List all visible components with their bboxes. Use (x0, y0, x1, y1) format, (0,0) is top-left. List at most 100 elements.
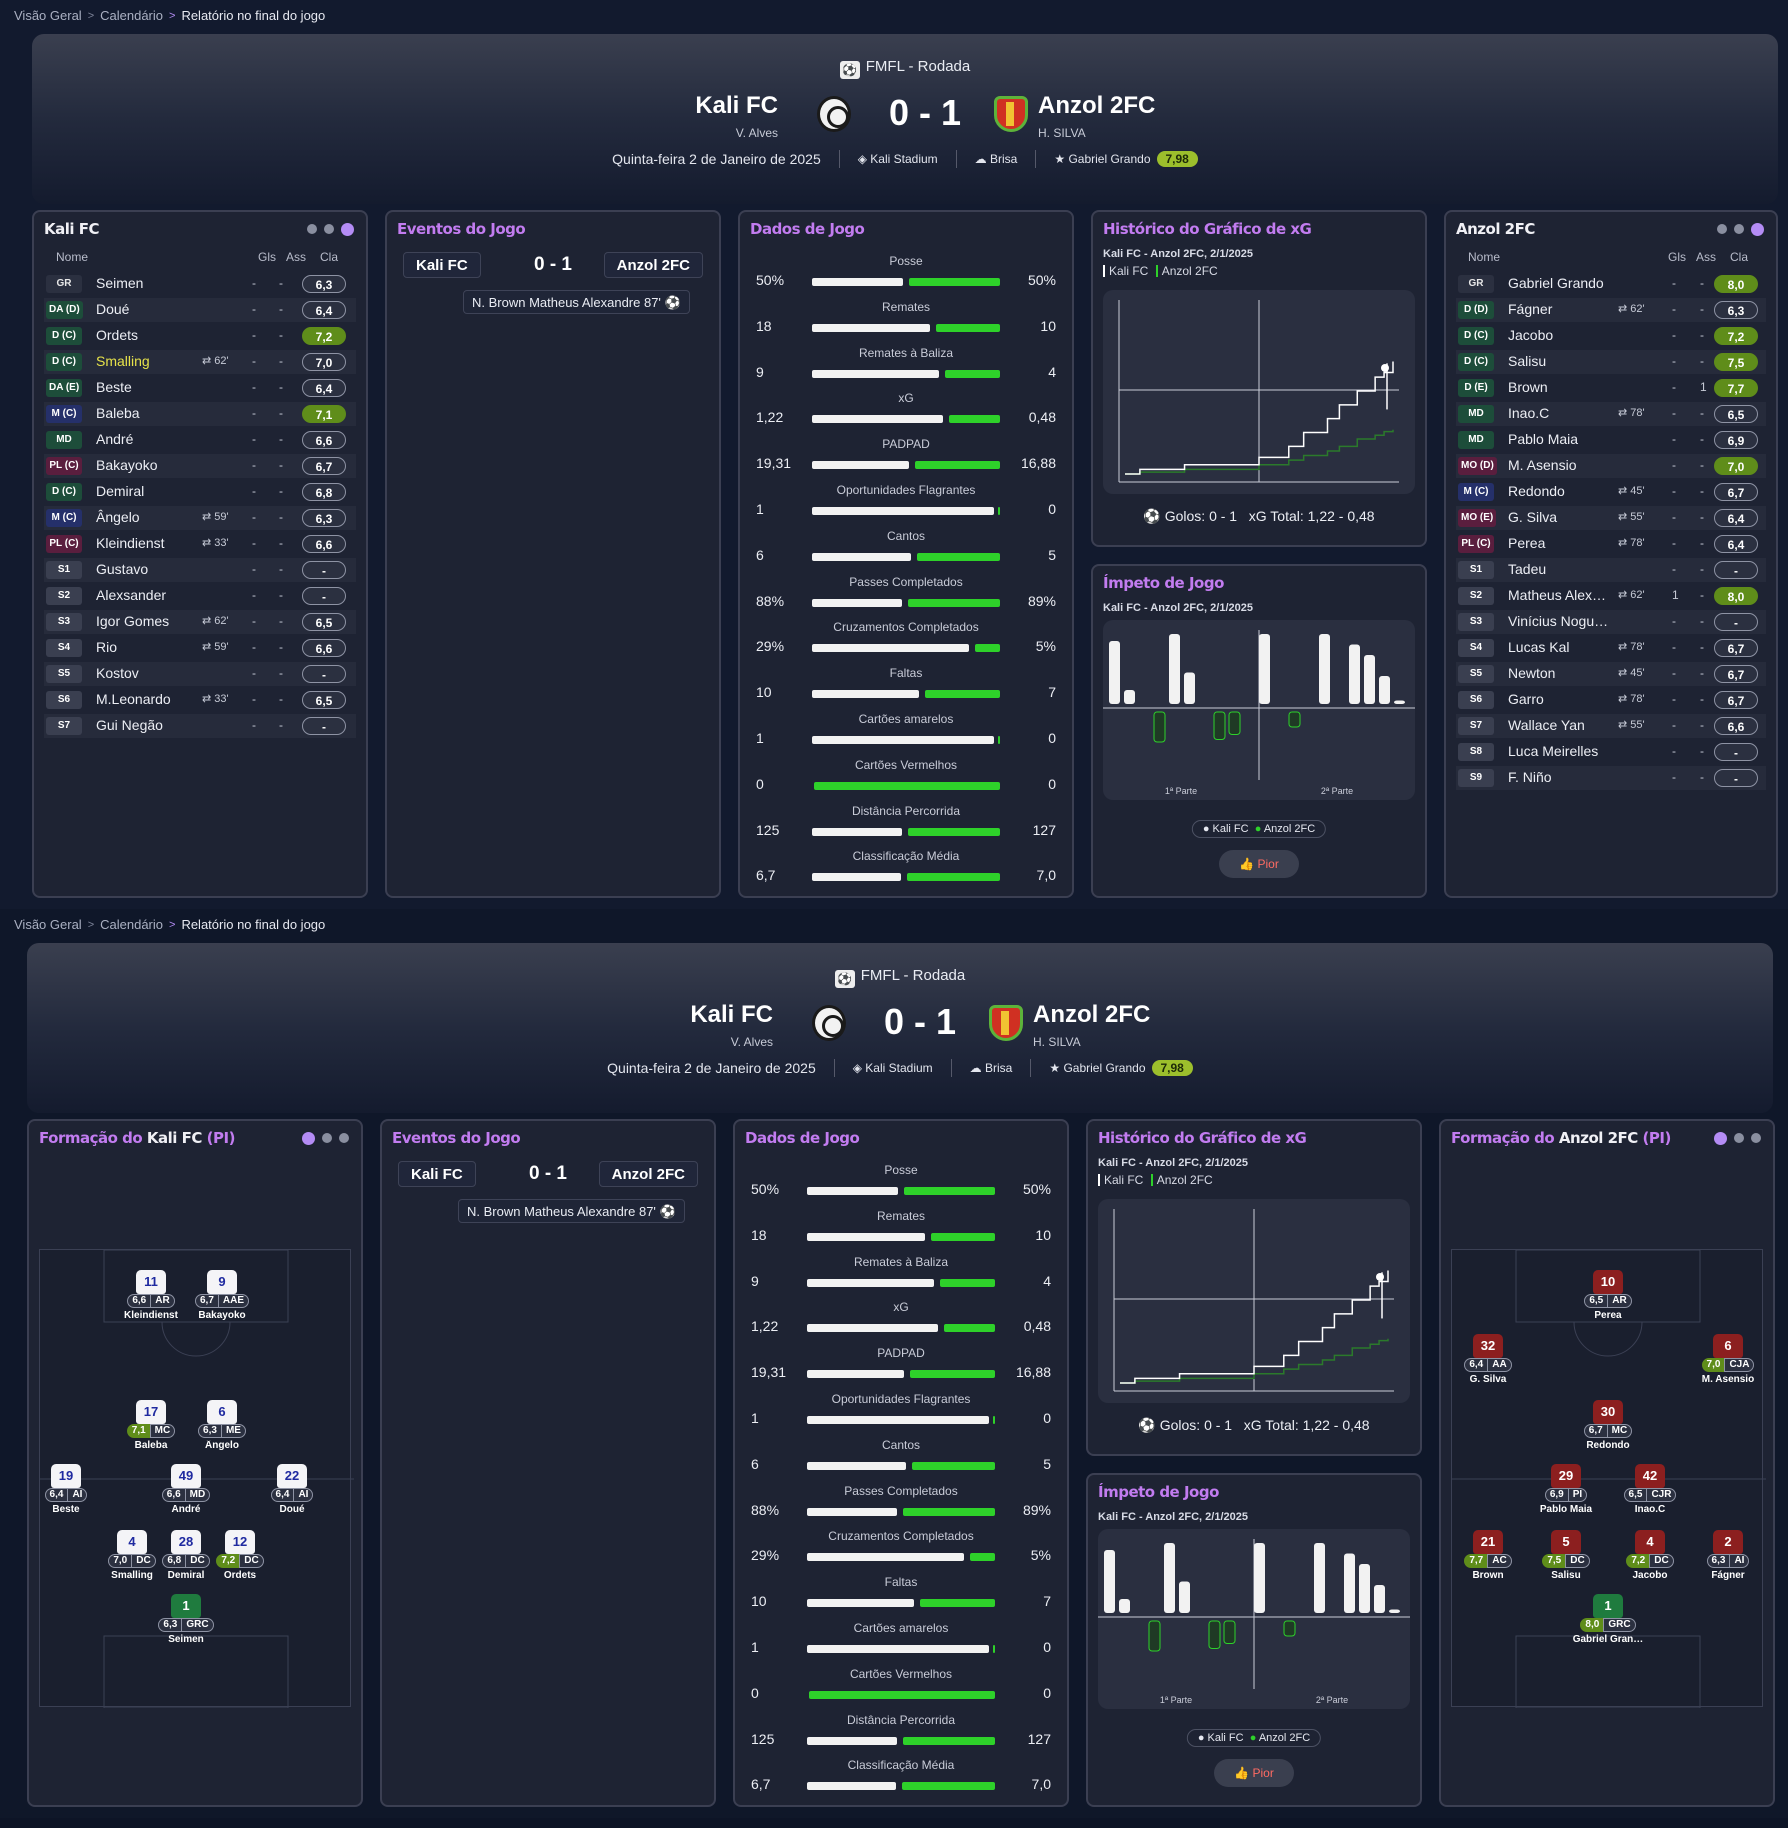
player-kit[interactable]: 42 6,5 CJR Inao.C (1616, 1464, 1684, 1524)
pager-dot[interactable] (339, 1133, 349, 1143)
player-kit[interactable]: 1 8,0 GRC Gabriel Gran… (1573, 1594, 1643, 1654)
table-row[interactable]: S2 Matheus Alex… ⇄ 62' 1 -8,0 (1456, 584, 1766, 608)
table-row[interactable]: S7 Gui Negão - - - (44, 714, 356, 738)
pager-dots[interactable] (1717, 223, 1764, 236)
events-home-team[interactable]: Kali FC (403, 252, 481, 278)
table-row[interactable]: D (C) Demiral - - 6,8 (44, 480, 356, 504)
player-name[interactable]: Jacobo (1508, 327, 1554, 343)
pager-dot-active[interactable] (302, 1132, 315, 1145)
player-kit[interactable]: 2 6,3 AI Fágner (1694, 1530, 1762, 1590)
player-kit[interactable]: 5 7,5 DC Salisu (1532, 1530, 1600, 1590)
events-away-team[interactable]: Anzol 2FC (598, 1161, 698, 1187)
player-of-match[interactable]: ★ Gabriel Grando 7,98 (1054, 151, 1198, 167)
col-gls[interactable]: Gls (1668, 250, 1686, 264)
player-name[interactable]: Bakayoko (96, 457, 158, 473)
player-kit[interactable]: 4 7,2 DC Jacobo (1616, 1530, 1684, 1590)
table-row[interactable]: D (E) Brown - 1 7,7 (1456, 376, 1766, 400)
table-row[interactable]: S3 Igor Gomes ⇄ 62' - - 6,5 (44, 610, 356, 634)
pager-dot[interactable] (1751, 1133, 1761, 1143)
player-kit[interactable]: 19 6,4 AI Beste (32, 1464, 100, 1524)
player-name[interactable]: Perea (1508, 535, 1546, 551)
player-name[interactable]: Demiral (96, 483, 145, 499)
player-name[interactable]: G. Silva (1508, 509, 1558, 525)
player-name[interactable]: Gustavo (96, 561, 149, 577)
player-name[interactable]: Rio (96, 639, 118, 655)
player-name[interactable]: Kleindienst (96, 535, 165, 551)
table-row[interactable]: D (C) Jacobo - -7,2 (1456, 324, 1766, 348)
pager-dots[interactable] (1714, 1132, 1761, 1145)
table-row[interactable]: S2 Alexsander - - - (44, 584, 356, 608)
player-kit[interactable]: 1 6,3 GRC Seimen (152, 1594, 220, 1654)
competition-name[interactable]: FMFL - Rodada (865, 58, 971, 75)
pager-dot[interactable] (1717, 224, 1727, 234)
col-gls[interactable]: Gls (258, 250, 276, 264)
player-name[interactable]: Redondo (1508, 483, 1565, 499)
table-row[interactable]: D (C) Ordets - - 7,2 (44, 324, 356, 348)
player-name[interactable]: Brown (1508, 379, 1548, 395)
table-row[interactable]: GR Gabriel Grando - -8,0 (1456, 272, 1766, 296)
table-row[interactable]: S1 Gustavo - - - (44, 558, 356, 582)
player-name[interactable]: Baleba (96, 405, 140, 421)
player-name[interactable]: Ordets (96, 327, 139, 343)
table-row[interactable]: DA (E) Beste - - 6,4 (44, 376, 356, 400)
player-name[interactable]: Fágner (1508, 301, 1553, 317)
table-row[interactable]: S8 Luca Meirelles - - - (1456, 740, 1766, 764)
table-row[interactable]: D (C) Salisu - -7,5 (1456, 350, 1766, 374)
player-kit[interactable]: 28 6,8 DC Demiral (152, 1530, 220, 1590)
table-row[interactable]: MD André - - 6,6 (44, 428, 356, 452)
player-name[interactable]: Alexsander (96, 587, 167, 603)
player-name[interactable]: Salisu (1508, 353, 1547, 369)
player-kit[interactable]: 6 7,0 CJA M. Asensio (1694, 1334, 1762, 1394)
breadcrumb-overview[interactable]: Visão Geral (14, 8, 82, 23)
col-name[interactable]: Nome (1468, 250, 1501, 264)
player-name[interactable]: Igor Gomes (96, 613, 170, 629)
events-away-team[interactable]: Anzol 2FC (603, 252, 703, 278)
player-name[interactable]: Gui Negão (96, 717, 163, 733)
table-row[interactable]: DA (D) Doué - - 6,4 (44, 298, 356, 322)
table-row[interactable]: S4 Lucas Kal ⇄ 78' - -6,7 (1456, 636, 1766, 660)
col-cla[interactable]: Cla (1730, 250, 1749, 264)
col-cla[interactable]: Cla (320, 250, 339, 264)
player-kit[interactable]: 22 6,4 AI Doué (258, 1464, 326, 1524)
table-row[interactable]: S9 F. Niño - - - (1456, 766, 1766, 790)
table-row[interactable]: GR Seimen - - 6,3 (44, 272, 356, 296)
player-name[interactable]: M. Asensio (1508, 457, 1577, 473)
pager-dot[interactable] (322, 1133, 332, 1143)
col-ass[interactable]: Ass (286, 250, 307, 264)
home-team-name[interactable]: Kali FC (690, 1001, 773, 1028)
pager-dot[interactable] (324, 224, 334, 234)
player-of-match[interactable]: ★ Gabriel Grando 7,98 (1049, 1060, 1193, 1076)
pager-dot-active[interactable] (341, 223, 354, 236)
player-name[interactable]: Ângelo (96, 509, 140, 525)
table-row[interactable]: MO (E) G. Silva ⇄ 55' - -6,4 (1456, 506, 1766, 530)
pager-dot[interactable] (1734, 1133, 1744, 1143)
table-row[interactable]: S5 Newton ⇄ 45' - -6,7 (1456, 662, 1766, 686)
table-row[interactable]: MO (D) M. Asensio - -7,0 (1456, 454, 1766, 478)
table-row[interactable]: S6 Garro ⇄ 78' - -6,7 (1456, 688, 1766, 712)
events-home-team[interactable]: Kali FC (398, 1161, 476, 1187)
player-name[interactable]: Luca Meirelles (1508, 743, 1599, 759)
player-name[interactable]: Seimen (96, 275, 144, 291)
player-kit[interactable]: 4 7,0 DC Smalling (98, 1530, 166, 1590)
pager-dots[interactable] (302, 1132, 349, 1145)
player-kit[interactable]: 6 6,3 ME Ângelo (188, 1400, 256, 1460)
player-kit[interactable]: 29 6,9 PI Pablo Maia (1532, 1464, 1600, 1524)
table-row[interactable]: D (D) Fágner ⇄ 62' - -6,3 (1456, 298, 1766, 322)
pager-dot[interactable] (1734, 224, 1744, 234)
player-name[interactable]: Gabriel Grando (1508, 275, 1604, 291)
table-row[interactable]: M (C) Redondo ⇄ 45' - -6,7 (1456, 480, 1766, 504)
table-row[interactable]: M (C) Ângelo ⇄ 59' - - 6,3 (44, 506, 356, 530)
player-name[interactable]: Garro (1508, 691, 1544, 707)
table-row[interactable]: S3 Vinícius Nogu… - - - (1456, 610, 1766, 634)
player-name[interactable]: Inao.C (1508, 405, 1550, 421)
table-row[interactable]: MD Pablo Maia - -6,9 (1456, 428, 1766, 452)
home-team-name[interactable]: Kali FC (695, 92, 778, 119)
player-kit[interactable]: 10 6,5 AR Perea (1574, 1270, 1642, 1330)
player-name[interactable]: Beste (96, 379, 132, 395)
table-row[interactable]: S1 Tadeu - - - (1456, 558, 1766, 582)
player-name[interactable]: Tadeu (1508, 561, 1547, 577)
table-row[interactable]: M (C) Baleba - - 7,1 (44, 402, 356, 426)
player-name[interactable]: Pablo Maia (1508, 431, 1579, 447)
col-ass[interactable]: Ass (1696, 250, 1717, 264)
table-row[interactable]: D (C) Smalling ⇄ 62' - - 7,0 (44, 350, 356, 374)
